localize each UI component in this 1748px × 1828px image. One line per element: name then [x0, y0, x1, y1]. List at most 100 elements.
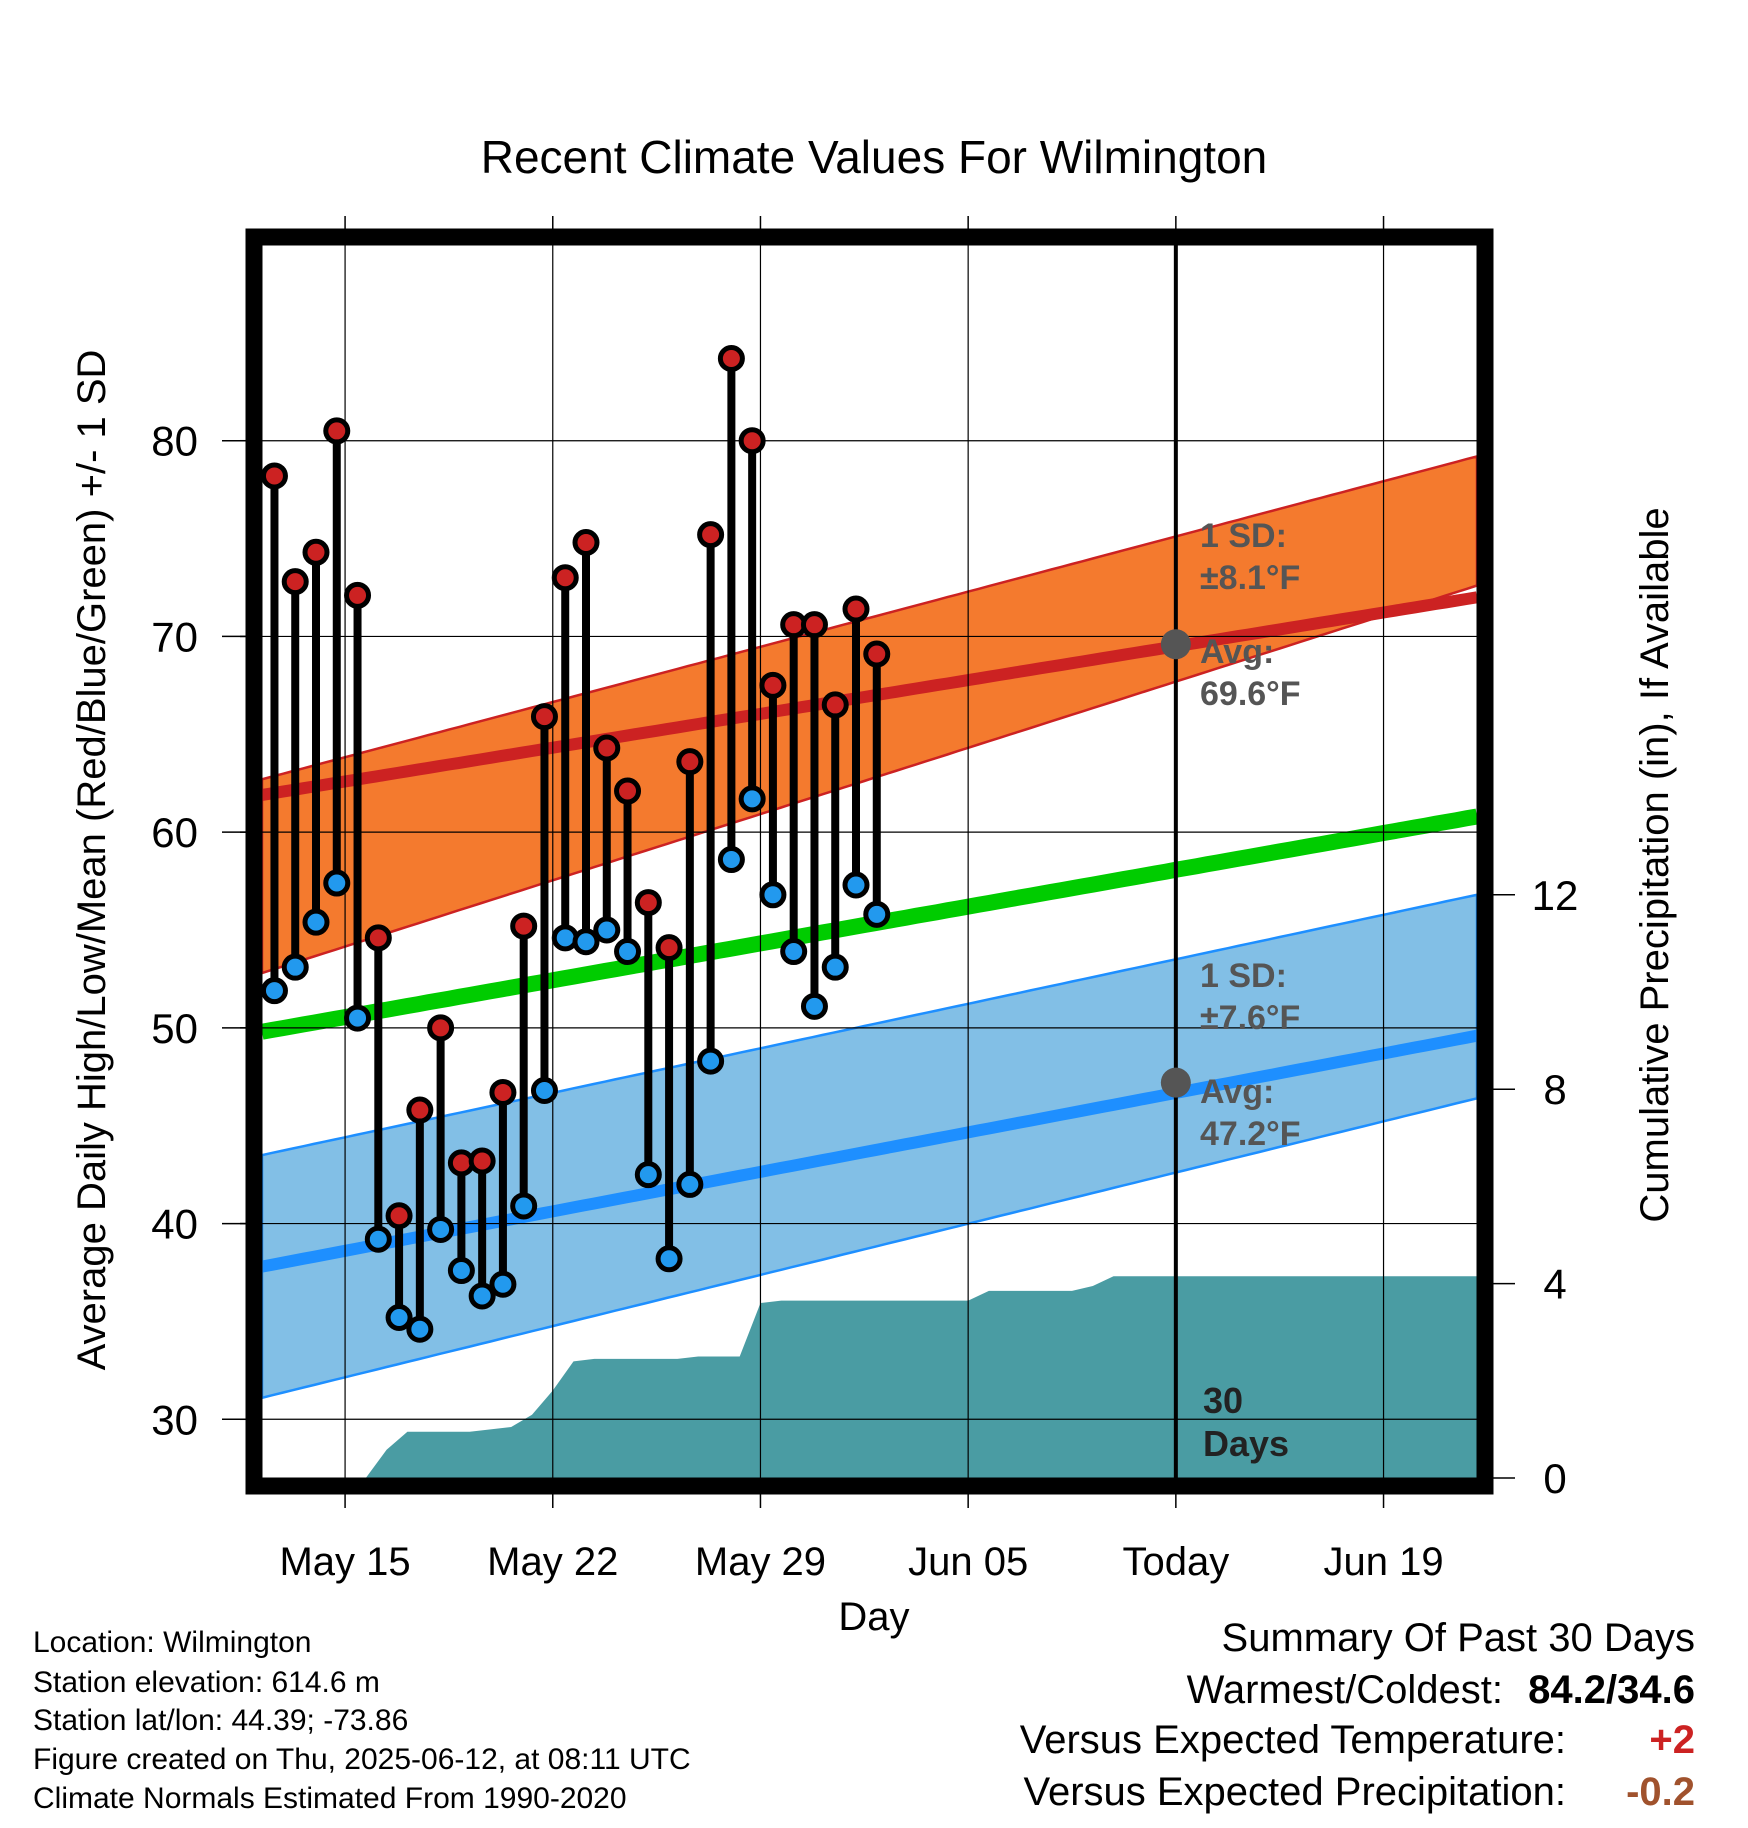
summary-precip-value: -0.2 [1626, 1770, 1695, 1814]
high-point [530, 703, 558, 731]
summary-temp-label: Versus Expected Temperature: [1019, 1718, 1566, 1762]
low-point [800, 992, 828, 1020]
plot-area: 1 SD: ±8.1°F Avg: 69.6°F 1 SD: ±7.6°F Avg: 47.2… [151, 216, 1578, 1584]
low-point [842, 871, 870, 899]
high-point [302, 538, 330, 566]
low-point [530, 1076, 558, 1104]
low-point [614, 938, 642, 966]
x-tick-label: Jun 05 [908, 1540, 1028, 1584]
high-point [676, 748, 704, 776]
low-point [863, 900, 891, 928]
x-tick-label: Jun 19 [1323, 1540, 1443, 1584]
low-avg-label: Avg: [1200, 1073, 1274, 1111]
x-axis-label: Day [838, 1595, 909, 1639]
high-point [510, 912, 538, 940]
high-point [800, 611, 828, 639]
low-avg-value: 47.2°F [1200, 1115, 1301, 1153]
chart-title: Recent Climate Values For Wilmington [481, 131, 1268, 183]
low-sd-value: ±7.6°F [1200, 999, 1300, 1037]
high-point [364, 924, 392, 952]
summary-warm-cold-label: Warmest/Coldest: [1186, 1668, 1503, 1712]
low-point [427, 1215, 455, 1243]
low-point [447, 1257, 475, 1285]
high-avg-value: 69.6°F [1200, 675, 1301, 713]
days-count-word: Days [1203, 1423, 1289, 1464]
high-point [842, 595, 870, 623]
summary-precip-label: Versus Expected Precipitation: [1023, 1770, 1566, 1814]
x-tick-label: Today [1122, 1540, 1229, 1584]
low-point [551, 924, 579, 952]
high-sd-value: ±8.1°F [1200, 559, 1300, 597]
high-point [572, 528, 600, 556]
y-tick-label: 30 [151, 1396, 198, 1443]
high-point [344, 581, 372, 609]
low-point [406, 1315, 434, 1343]
low-point [281, 953, 309, 981]
high-point [323, 417, 351, 445]
high-point [738, 427, 766, 455]
high-point [593, 734, 621, 762]
low-point [593, 916, 621, 944]
low-point [323, 869, 351, 897]
high-point [260, 462, 288, 490]
days-count-number: 30 [1203, 1380, 1243, 1421]
low-point [717, 846, 745, 874]
high-point [406, 1096, 434, 1124]
low-point [655, 1245, 683, 1273]
info-latlon: Station lat/lon: 44.39; -73.86 [33, 1704, 409, 1737]
low-point [468, 1282, 496, 1310]
high-point [427, 1014, 455, 1042]
high-point [821, 691, 849, 719]
high-avg-line [262, 591, 1477, 801]
low-point [738, 785, 766, 813]
y-tick-label: 70 [151, 613, 198, 660]
low-point [260, 977, 288, 1005]
low-point [385, 1304, 413, 1332]
low-point [364, 1225, 392, 1253]
info-created: Figure created on Thu, 2025-06-12, at 08… [33, 1743, 691, 1776]
high-point [717, 345, 745, 373]
today-high-avg-marker [1160, 629, 1191, 660]
summary-warm-cold-value: 84.2/34.6 [1528, 1668, 1695, 1712]
y-tick-label: 80 [151, 418, 198, 465]
today-low-avg-marker [1160, 1067, 1191, 1098]
y-tick-label: 60 [151, 809, 198, 856]
x-tick-label: May 22 [487, 1540, 618, 1584]
low-point [821, 953, 849, 981]
high-point [614, 777, 642, 805]
x-tick-label: May 29 [695, 1540, 826, 1584]
low-sd-label: 1 SD: [1200, 957, 1287, 995]
info-location: Location: Wilmington [33, 1626, 312, 1659]
y2-tick-label: 12 [1532, 872, 1579, 919]
y2-tick-label: 8 [1543, 1066, 1566, 1113]
y-tick-label: 50 [151, 1005, 198, 1052]
low-point [344, 1004, 372, 1032]
y2-tick-label: 4 [1543, 1261, 1566, 1308]
y2-tick-label: 0 [1543, 1455, 1566, 1502]
summary-temp-value: +2 [1649, 1718, 1695, 1762]
high-point [489, 1078, 517, 1106]
x-tick-label: May 15 [279, 1540, 410, 1584]
high-sd-band [262, 455, 1477, 975]
high-sd-label: 1 SD: [1200, 517, 1287, 555]
high-point [655, 934, 683, 962]
high-avg-label: Avg: [1200, 633, 1274, 671]
low-point [759, 881, 787, 909]
high-point [551, 564, 579, 592]
low-point [676, 1170, 704, 1198]
summary-title: Summary Of Past 30 Days [1221, 1616, 1695, 1660]
high-point [634, 889, 662, 917]
info-normals: Climate Normals Estimated From 1990-2020 [33, 1782, 627, 1815]
low-point [634, 1161, 662, 1189]
high-point [697, 521, 725, 549]
high-point [281, 568, 309, 596]
plot-frame [245, 228, 1494, 1495]
high-point [468, 1147, 496, 1175]
high-point [385, 1202, 413, 1230]
high-point [863, 640, 891, 668]
info-elevation: Station elevation: 614.6 m [33, 1666, 380, 1699]
low-point [489, 1270, 517, 1298]
low-point [302, 908, 330, 936]
low-point [572, 928, 600, 956]
